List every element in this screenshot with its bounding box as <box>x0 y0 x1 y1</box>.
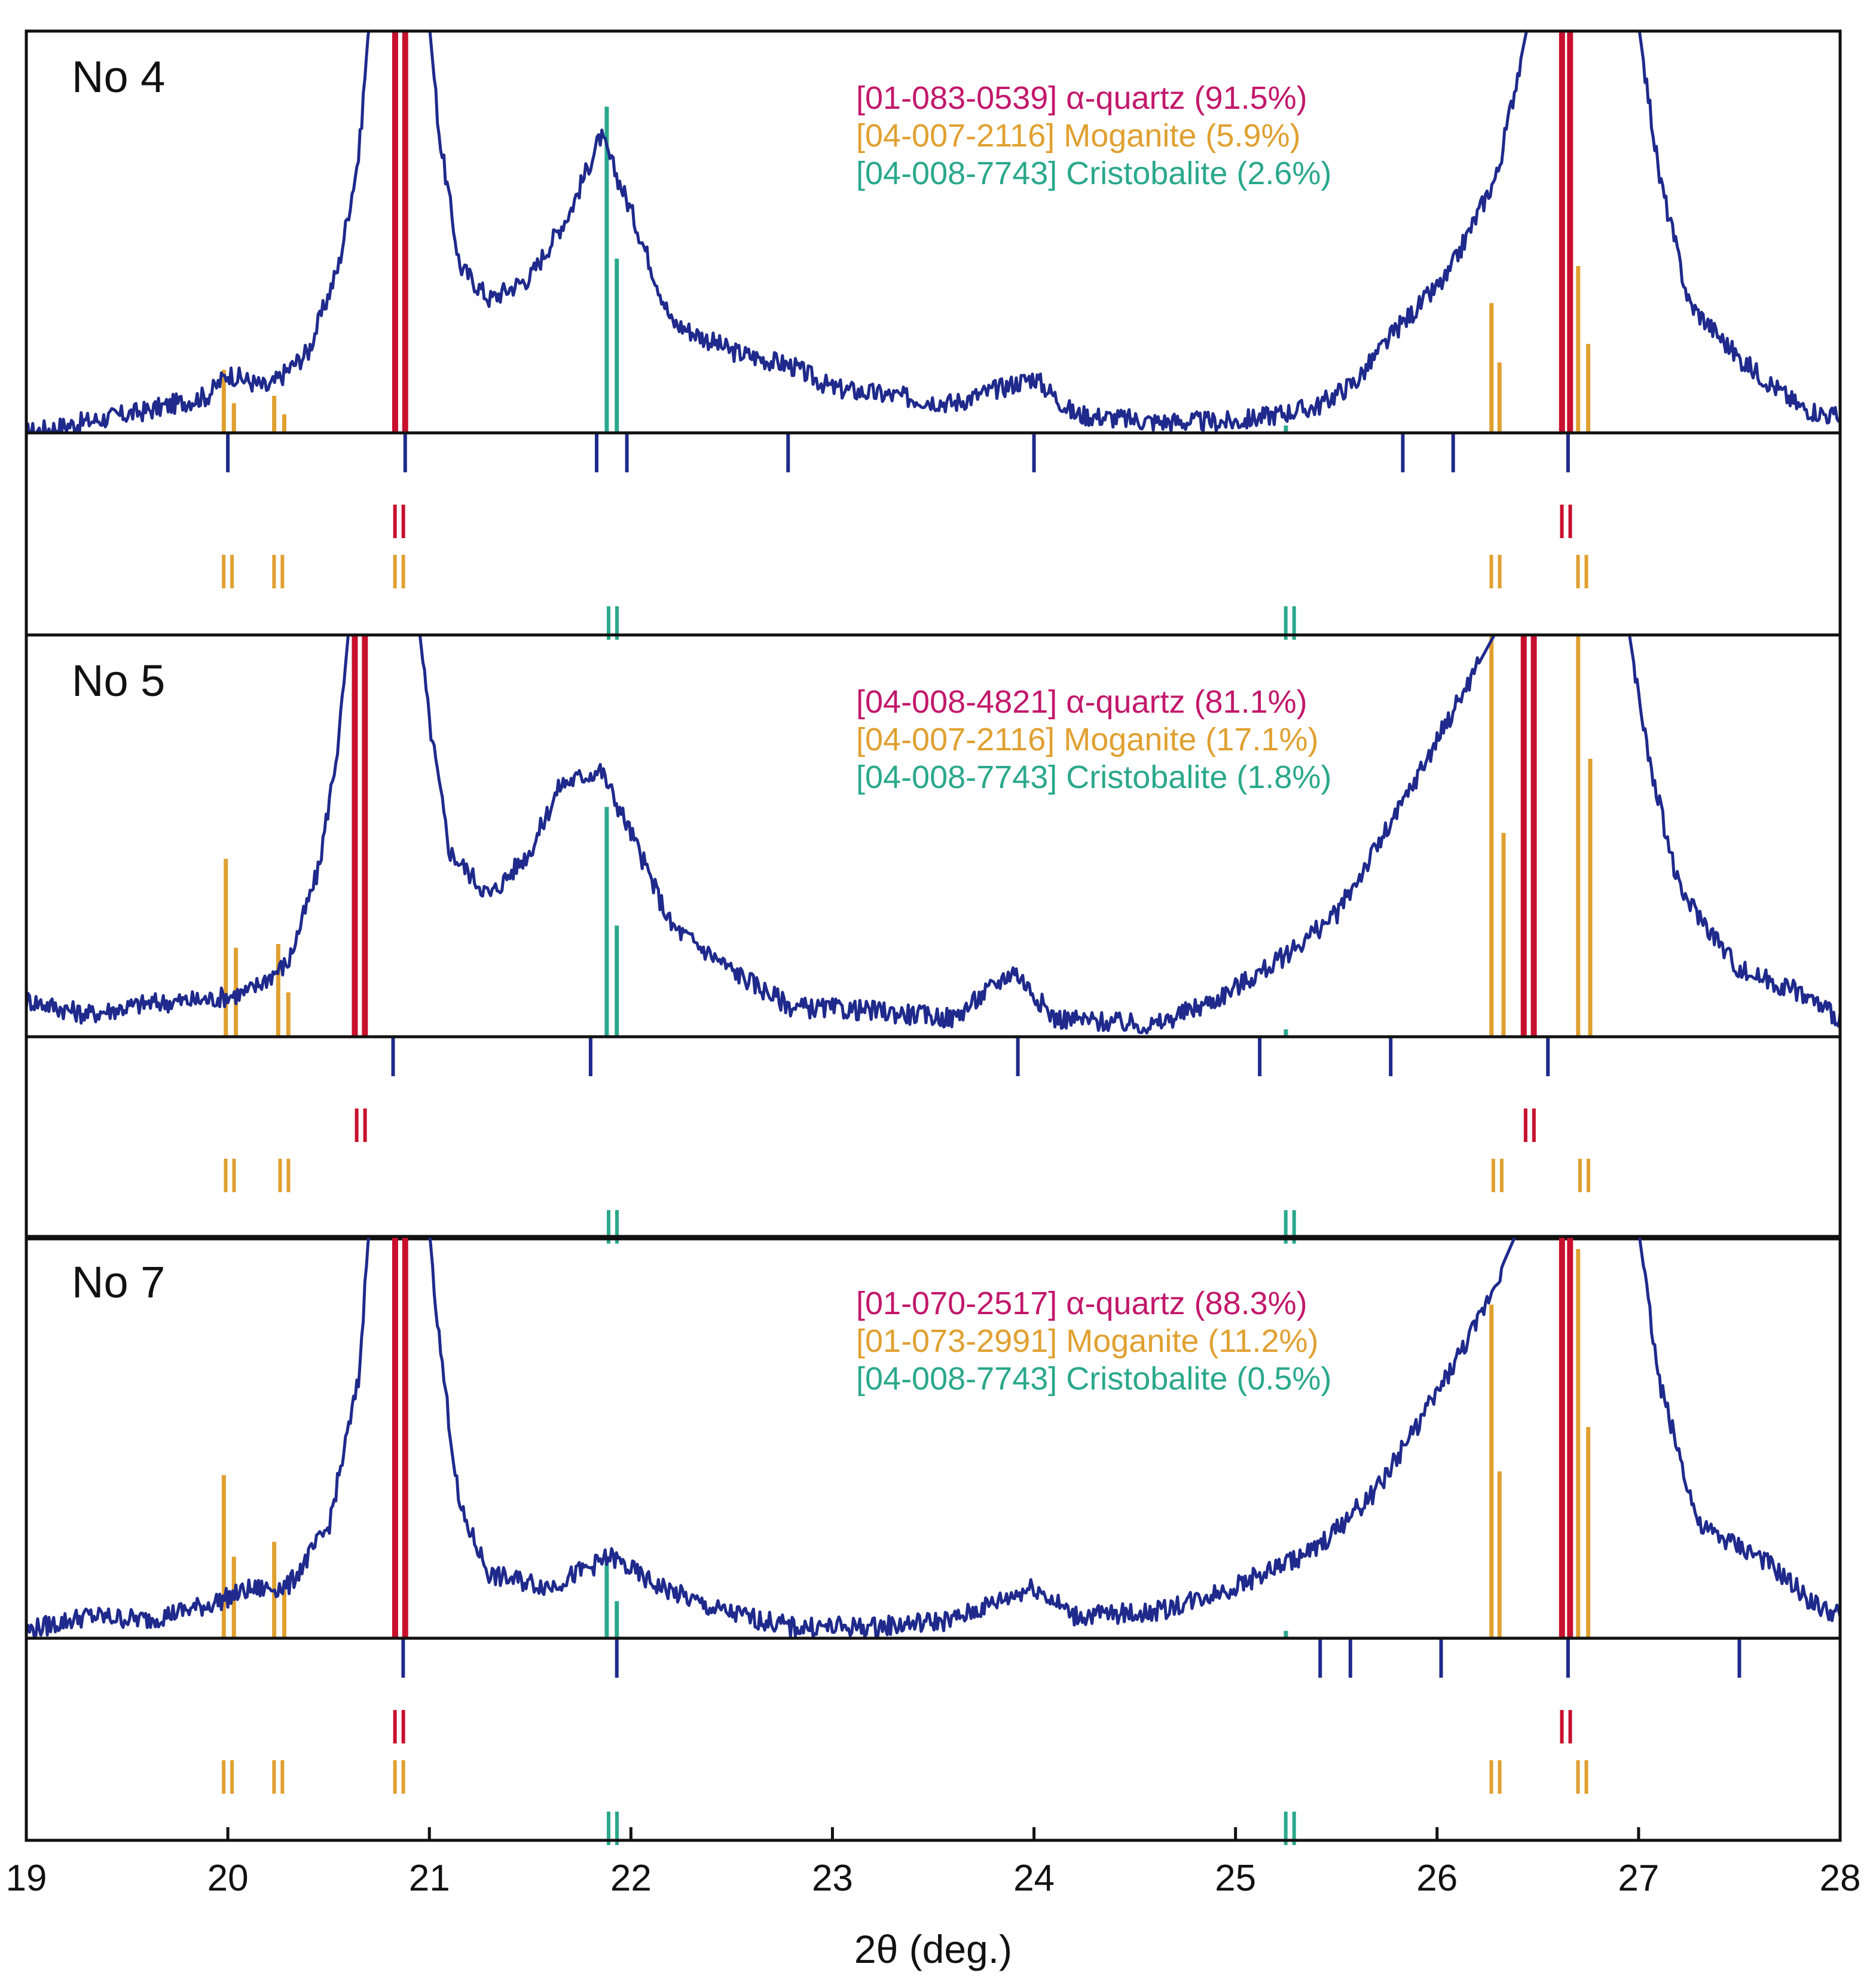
plot-area <box>26 1236 1840 1638</box>
x-tick-label: 19 <box>6 1858 47 1899</box>
legend-entry-cristobalite: [04-008-7743] Cristobalite (2.6%) <box>856 155 1331 191</box>
legend-entry-quartz: [04-008-4821] α-quartz (81.1%) <box>856 684 1307 720</box>
legend-entry-moganite: [04-007-2116] Moganite (17.1%) <box>856 722 1318 758</box>
x-tick-label: 27 <box>1618 1858 1659 1899</box>
x-axis-label: 2θ (deg.) <box>854 1927 1012 1971</box>
panel-2: No 5 [04-008-4821] α-quartz (81.1%)[04-00… <box>25 633 1842 1244</box>
legend-entry-moganite: [01-073-2991] Moganite (11.2%) <box>856 1323 1318 1359</box>
legend-entry-quartz: [01-083-0539] α-quartz (91.5%) <box>856 80 1307 116</box>
panel-3: No 7 [01-070-2517] α-quartz (88.3%)[01-07… <box>25 1235 1842 1845</box>
diffraction-pattern-line <box>26 1236 1840 1638</box>
legend-entry-cristobalite: [04-008-7743] Cristobalite (0.5%) <box>856 1361 1331 1397</box>
plot-area <box>26 635 1840 1037</box>
panel-label: No 4 <box>72 52 165 102</box>
x-tick-label: 26 <box>1416 1858 1458 1899</box>
x-tick-label: 23 <box>812 1858 853 1899</box>
x-tick-label: 20 <box>207 1858 249 1899</box>
diffraction-pattern-line <box>26 31 1840 433</box>
x-tick-label: 22 <box>610 1858 652 1899</box>
legend-entry-quartz: [01-070-2517] α-quartz (88.3%) <box>856 1285 1307 1321</box>
panel-label: No 5 <box>72 656 165 706</box>
legend-entry-moganite: [04-007-2116] Moganite (5.9%) <box>856 118 1300 154</box>
x-tick-label: 28 <box>1820 1858 1861 1899</box>
panel-label: No 7 <box>72 1257 165 1307</box>
x-tick-label: 24 <box>1013 1858 1055 1899</box>
panel-1: No 4 [01-083-0539] α-quartz (91.5%)[04-00… <box>25 29 1842 640</box>
diffraction-pattern-line <box>26 635 1840 1035</box>
plot-area <box>26 31 1840 433</box>
x-tick-label: 21 <box>409 1858 450 1899</box>
panel-frame <box>25 1235 1842 1842</box>
x-tick-label: 25 <box>1215 1858 1256 1899</box>
legend-entry-cristobalite: [04-008-7743] Cristobalite (1.8%) <box>856 759 1331 795</box>
panel-frame <box>25 633 1842 1241</box>
